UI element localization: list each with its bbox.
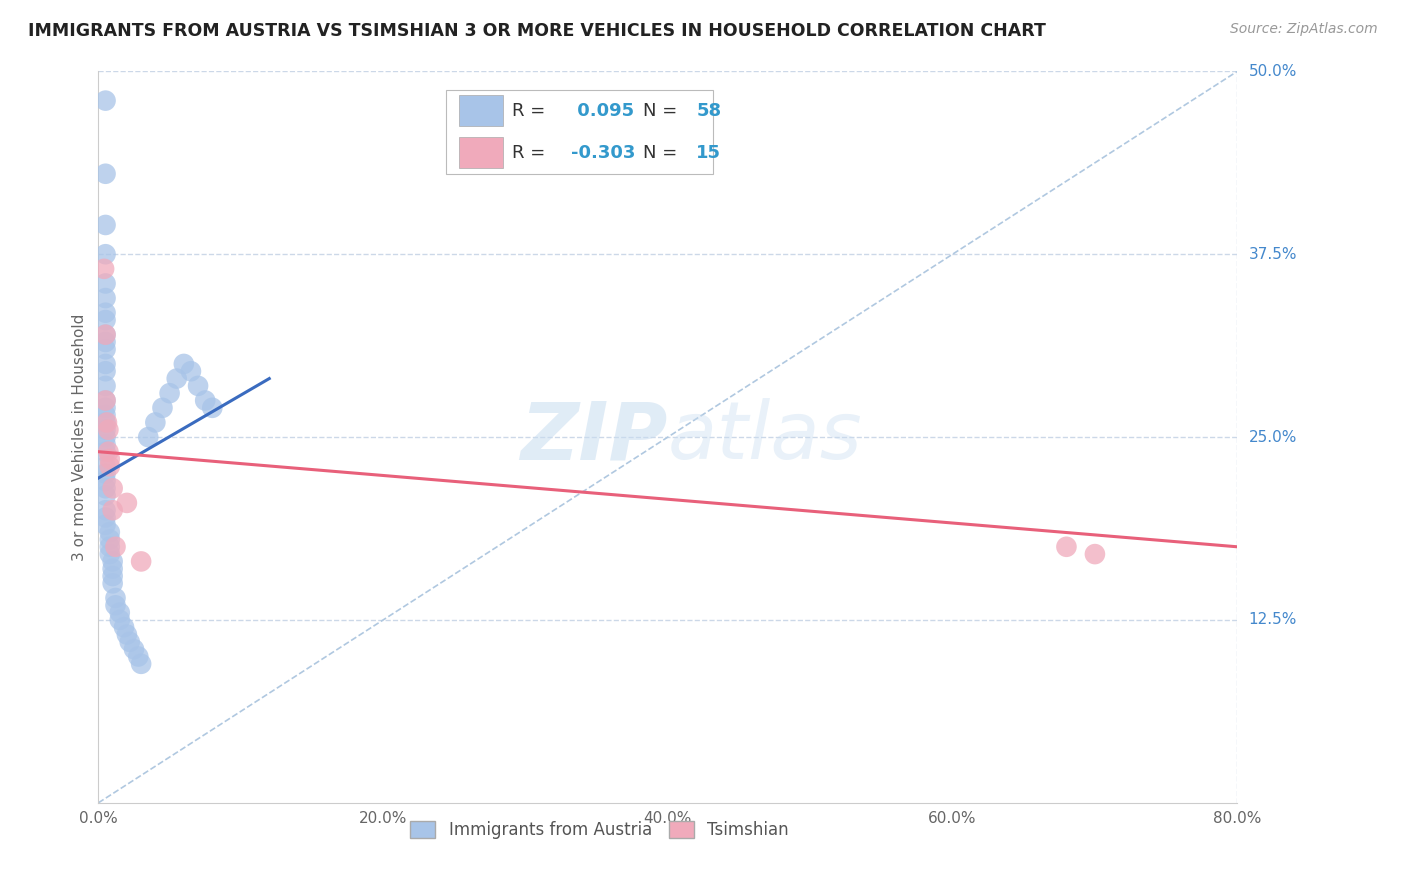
Point (194, 393, 217, 408)
Point (152, 401, 174, 415)
Point (94, 423, 117, 437)
Point (145, 416, 167, 430)
Point (94, 218, 117, 232)
Point (94, 510, 117, 524)
Point (129, 554, 152, 568)
Text: ZIP: ZIP (520, 398, 668, 476)
Text: R =: R = (512, 102, 551, 120)
Point (94, 327, 117, 342)
Point (94, 489, 117, 503)
Point (94, 416, 117, 430)
Point (94, 306, 117, 320)
FancyBboxPatch shape (460, 137, 503, 168)
Point (94, 459, 117, 474)
Point (94, 334, 117, 349)
Point (94, 313, 117, 327)
Text: 25.0%: 25.0% (1249, 430, 1296, 444)
Point (97, 444, 120, 458)
Point (101, 481, 124, 495)
Point (101, 562, 124, 576)
Legend: Immigrants from Austria, Tsimshian: Immigrants from Austria, Tsimshian (404, 814, 796, 846)
Point (101, 569, 124, 583)
Point (108, 613, 131, 627)
Point (94, 437, 117, 451)
Point (115, 496, 138, 510)
Point (98, 525, 121, 540)
Point (1084, 547, 1107, 561)
Point (97, 423, 120, 437)
Point (94, 467, 117, 481)
Point (94, 247, 117, 261)
Point (94, 444, 117, 458)
Point (94, 474, 117, 488)
Point (94, 517, 117, 532)
Point (93, 261, 115, 276)
Point (104, 591, 127, 605)
Text: IMMIGRANTS FROM AUSTRIA VS TSIMSHIAN 3 OR MORE VEHICLES IN HOUSEHOLD CORRELATION: IMMIGRANTS FROM AUSTRIA VS TSIMSHIAN 3 O… (28, 22, 1046, 40)
Point (136, 430, 159, 444)
Point (94, 379, 117, 393)
Point (94, 357, 117, 371)
Point (112, 620, 135, 634)
Point (129, 657, 152, 671)
Text: 50.0%: 50.0% (1249, 64, 1296, 78)
Point (94, 430, 117, 444)
Text: -0.303: -0.303 (571, 144, 636, 161)
Y-axis label: 3 or more Vehicles in Household: 3 or more Vehicles in Household (72, 313, 87, 561)
Point (94, 343, 117, 357)
Point (98, 459, 121, 474)
Point (166, 371, 188, 385)
FancyBboxPatch shape (446, 90, 713, 174)
Point (94, 503, 117, 517)
Point (101, 554, 124, 568)
Text: 12.5%: 12.5% (1249, 613, 1296, 627)
Point (98, 547, 121, 561)
Point (94, 393, 117, 408)
Point (94, 408, 117, 422)
Text: atlas: atlas (668, 398, 863, 476)
Text: N =: N = (643, 102, 683, 120)
Text: N =: N = (643, 144, 683, 161)
Point (115, 627, 138, 641)
Text: 0.095: 0.095 (571, 102, 634, 120)
Point (94, 94, 117, 108)
Point (187, 379, 209, 393)
Point (94, 327, 117, 342)
Point (94, 364, 117, 378)
Point (159, 386, 181, 401)
Point (101, 576, 124, 591)
Point (98, 540, 121, 554)
FancyBboxPatch shape (460, 95, 503, 126)
Point (122, 642, 145, 657)
Text: Source: ZipAtlas.com: Source: ZipAtlas.com (1230, 22, 1378, 37)
Point (94, 291, 117, 305)
Point (180, 364, 202, 378)
Point (118, 635, 141, 649)
Point (201, 401, 224, 415)
Point (104, 540, 127, 554)
Point (98, 452, 121, 467)
Point (94, 481, 117, 495)
Point (1056, 540, 1078, 554)
Point (94, 167, 117, 181)
Text: 37.5%: 37.5% (1249, 247, 1296, 261)
Point (127, 649, 149, 664)
Text: 58: 58 (696, 102, 721, 120)
Point (94, 393, 117, 408)
Point (98, 533, 121, 547)
Point (104, 599, 127, 613)
Point (94, 401, 117, 415)
Text: 15: 15 (696, 144, 721, 161)
Point (94, 277, 117, 291)
Point (96, 416, 118, 430)
Point (108, 606, 131, 620)
Point (173, 357, 195, 371)
Point (101, 503, 124, 517)
Text: R =: R = (512, 144, 551, 161)
